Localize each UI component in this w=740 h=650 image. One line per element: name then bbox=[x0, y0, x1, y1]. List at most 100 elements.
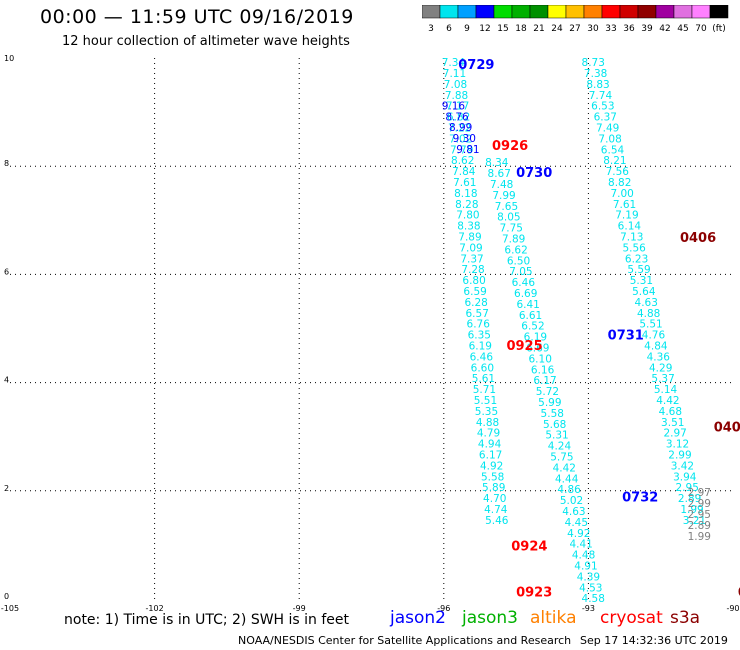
satellite-legend-jason2: jason2 bbox=[390, 608, 446, 628]
wave-height-value: 5.35 bbox=[475, 406, 498, 418]
y-tick-label: 0 bbox=[4, 592, 9, 601]
wave-height-value: 4.92 bbox=[567, 528, 590, 540]
wave-height-value: 2.89 bbox=[678, 493, 701, 505]
wave-height-value: 4.79 bbox=[477, 428, 500, 440]
wave-height-value: 3.21 bbox=[683, 515, 706, 527]
wave-height-value: 6.46 bbox=[512, 277, 536, 289]
pass-time-label: 0923 bbox=[516, 585, 552, 600]
wave-height-value: 6.41 bbox=[516, 299, 539, 311]
wave-height-value: 3.12 bbox=[666, 439, 689, 451]
wave-height-value: 8.18 bbox=[454, 188, 477, 200]
colorbar-label: 27 bbox=[569, 24, 580, 33]
colorbar-label: 36 bbox=[623, 24, 635, 33]
wave-height-value: 9.30 bbox=[453, 133, 476, 145]
colorbar-label: 30 bbox=[587, 24, 599, 33]
wave-height-value: 5.58 bbox=[541, 408, 564, 420]
footnote: note: 1) Time is in UTC; 2) SWH is in fe… bbox=[64, 612, 350, 628]
wave-height-value: 4.84 bbox=[644, 341, 668, 353]
wave-height-value: 7.80 bbox=[456, 210, 479, 222]
pass-time-label: 0925 bbox=[506, 339, 542, 354]
wave-height-value: 5.31 bbox=[630, 275, 653, 287]
wave-height-value: 6.28 bbox=[464, 297, 487, 309]
wave-height-value: 5.14 bbox=[654, 384, 678, 396]
pass-time-label: 04 bbox=[738, 585, 740, 600]
wave-height-value: 5.99 bbox=[538, 397, 561, 409]
wave-height-value: 2.95 bbox=[676, 482, 699, 494]
wave-height-value: 7.99 bbox=[492, 190, 515, 202]
wave-height-value: 2.99 bbox=[668, 450, 691, 462]
wave-height-value: 8.34 bbox=[485, 157, 509, 169]
wave-height-value: 7.11 bbox=[443, 68, 466, 80]
x-tick-label: -90 bbox=[726, 604, 739, 613]
wave-height-value: 4.41 bbox=[569, 539, 592, 551]
pass-time-label: 0731 bbox=[608, 328, 644, 343]
wave-height-value: 7.02 bbox=[449, 133, 472, 145]
wave-height-value: 7.88 bbox=[445, 90, 468, 102]
wave-height-value: 6.46 bbox=[470, 351, 494, 363]
wave-height-value: 9.81 bbox=[456, 144, 479, 156]
wave-height-value: 5.56 bbox=[622, 242, 646, 254]
wave-height-value: 7.19 bbox=[615, 210, 638, 222]
pass-time-label: 0729 bbox=[458, 58, 494, 73]
pass-time-label: 0405 bbox=[714, 420, 740, 435]
pass-time-label: 0926 bbox=[492, 139, 528, 154]
page-title: 00:00 — 11:59 UTC 09/16/2019 bbox=[40, 6, 354, 28]
colorbar-label: (ft) bbox=[712, 24, 726, 33]
wave-height-value: 7.74 bbox=[589, 90, 613, 102]
wave-height-value: 6.23 bbox=[625, 253, 648, 265]
wave-height-value: 4.74 bbox=[484, 504, 508, 516]
wave-height-value: 6.69 bbox=[514, 288, 537, 300]
wave-height-value: 3.94 bbox=[673, 471, 697, 483]
wave-height-value: 7.89 bbox=[458, 232, 481, 244]
wave-height-value: 2.99 bbox=[688, 498, 711, 510]
wave-height-value: 4.42 bbox=[553, 462, 576, 474]
wave-height-value: 3.42 bbox=[671, 460, 694, 472]
wave-height-value: 5.64 bbox=[632, 286, 656, 298]
colorbar-label: 6 bbox=[446, 24, 452, 33]
wave-height-value: 6.19 bbox=[524, 332, 547, 344]
wave-height-value: 4.58 bbox=[582, 593, 605, 605]
wave-height-value: 4.39 bbox=[577, 571, 600, 583]
wave-height-value: 2.95 bbox=[688, 509, 711, 521]
page-subtitle: 12 hour collection of altimeter wave hei… bbox=[62, 34, 350, 49]
wave-height-value: 4.45 bbox=[565, 517, 588, 529]
wave-height-value: 8.28 bbox=[455, 199, 478, 211]
colorbar-label: 24 bbox=[551, 24, 563, 33]
wave-height-value: 4.91 bbox=[574, 561, 597, 573]
colorbar-label: 70 bbox=[695, 24, 707, 33]
wave-height-value: 5.72 bbox=[536, 386, 559, 398]
wave-height-value: 4.70 bbox=[483, 493, 506, 505]
wave-height-value: 7.75 bbox=[500, 223, 523, 235]
wave-height-value: 6.82 bbox=[447, 112, 470, 124]
wave-height-value: 3.51 bbox=[661, 417, 684, 429]
wave-height-value: 7.09 bbox=[459, 242, 482, 254]
wave-height-value: 6.50 bbox=[507, 255, 530, 267]
wave-height-value: 7.28 bbox=[461, 264, 484, 276]
wave-height-value: 5.71 bbox=[473, 384, 496, 396]
wave-height-value: 7.61 bbox=[613, 199, 636, 211]
y-tick-label: 2 bbox=[4, 484, 9, 493]
satellite-legend-s3a: s3a bbox=[670, 608, 701, 628]
wave-height-value: 6.53 bbox=[591, 101, 614, 113]
wave-height-value: 6.57 bbox=[466, 308, 489, 320]
x-tick-label: -99 bbox=[293, 604, 306, 613]
wave-height-value: 7.38 bbox=[584, 68, 607, 80]
wave-height-value: 5.59 bbox=[627, 264, 650, 276]
x-tick-label: -96 bbox=[437, 604, 450, 613]
wave-height-value: 7.84 bbox=[452, 166, 476, 178]
wave-height-value: 6.59 bbox=[463, 286, 486, 298]
wave-height-value: 4.42 bbox=[656, 395, 679, 407]
wave-height-value: 4.86 bbox=[557, 484, 581, 496]
wave-height-value: 7.13 bbox=[620, 232, 643, 244]
wave-height-value: 8.73 bbox=[582, 57, 605, 69]
colorbar-label: 45 bbox=[677, 24, 688, 33]
wave-height-value: 4.68 bbox=[659, 406, 682, 418]
colorbar-label: 42 bbox=[659, 24, 670, 33]
wave-height-value: 5.68 bbox=[543, 419, 566, 431]
y-tick-label: 6 bbox=[4, 267, 9, 276]
wave-height-value: 7.79 bbox=[450, 144, 473, 156]
colorbar-swatch bbox=[709, 5, 729, 19]
wave-height-value: 4.24 bbox=[548, 441, 572, 453]
wave-height-value: 8.38 bbox=[457, 221, 480, 233]
